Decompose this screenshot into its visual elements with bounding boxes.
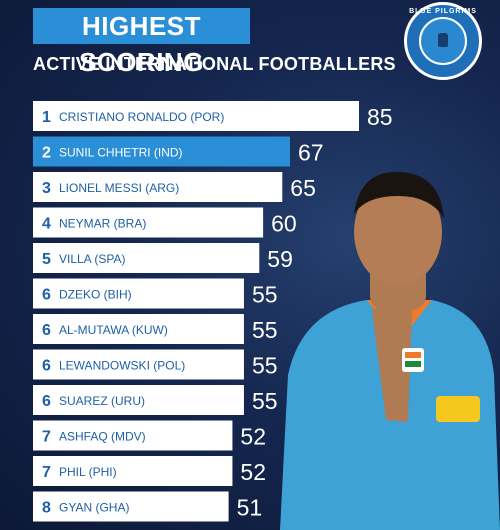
- bar-value-label: 55: [252, 388, 278, 414]
- bar-label: NEYMAR (BRA): [59, 217, 146, 231]
- bar-row: 2 SUNIL CHHETRI (IND) 67: [33, 136, 324, 167]
- bar-rank: 7: [42, 464, 51, 481]
- bar-rank: 6: [42, 287, 51, 304]
- chart-subtitle: ACTIVE INTERNATIONAL FOOTBALLERS: [33, 54, 396, 74]
- bar-rank: 4: [42, 216, 51, 233]
- bar-rank: 6: [42, 322, 51, 339]
- bar: [33, 136, 290, 167]
- bar-row: 7 PHIL (PHI) 52: [33, 456, 266, 486]
- bar-value-label: 55: [252, 282, 278, 308]
- bar-row: 7 ASHFAQ (MDV) 52: [33, 420, 266, 451]
- logo-inner-circle: [419, 17, 467, 65]
- bar: [33, 207, 264, 238]
- bar: [33, 491, 229, 522]
- bar-rank: 8: [42, 500, 51, 517]
- bar-rank: 6: [42, 393, 51, 410]
- bar-row: 3 LIONEL MESSI (ARG) 65: [33, 172, 316, 202]
- bar-value-label: 52: [240, 424, 266, 450]
- bar-row: 6 AL-MUTAWA (KUW) 55: [33, 314, 278, 344]
- bar-row: 1 CRISTIANO RONALDO (POR) 85: [33, 101, 393, 131]
- bar-rank: 6: [42, 358, 51, 375]
- bar-rank: 5: [42, 251, 51, 268]
- player-photo: [280, 171, 500, 530]
- bar-rank: 3: [42, 180, 51, 197]
- blue-pilgrims-logo: BLUE PILGRIMS: [404, 2, 482, 80]
- bar-row: 6 LEWANDOWSKI (POL) 55: [33, 349, 278, 380]
- bar-value-label: 67: [298, 140, 324, 166]
- bar-value-label: 65: [290, 175, 316, 201]
- bar: [33, 385, 244, 415]
- bar-rank: 1: [42, 109, 51, 126]
- bar-value-label: 59: [267, 246, 293, 272]
- chart-title: HIGHEST SCORING: [33, 8, 250, 77]
- bar-value-label: 55: [252, 317, 278, 343]
- bar-rank: 7: [42, 429, 51, 446]
- bar-value-label: 85: [367, 104, 393, 130]
- bar: [33, 101, 359, 131]
- fist-icon: [438, 33, 448, 47]
- bar-label: SUNIL CHHETRI (IND): [59, 146, 183, 160]
- bar-value-label: 60: [271, 211, 297, 237]
- bar-label: DZEKO (BIH): [59, 288, 132, 302]
- bar-row: 4 NEYMAR (BRA) 60: [33, 207, 297, 238]
- bar: [33, 314, 244, 344]
- bar-row: 6 DZEKO (BIH) 55: [33, 278, 278, 309]
- bar-value-label: 52: [240, 459, 266, 485]
- bar-label: AL-MUTAWA (KUW): [59, 323, 168, 337]
- bar-label: ASHFAQ (MDV): [59, 430, 146, 444]
- bar: [33, 349, 244, 380]
- bar-label: LIONEL MESSI (ARG): [59, 181, 179, 195]
- bar-value-label: 55: [252, 353, 278, 379]
- bar-label: LEWANDOWSKI (POL): [59, 359, 185, 373]
- bar-label: SUAREZ (URU): [59, 394, 145, 408]
- bar: [33, 278, 244, 309]
- bar: [33, 172, 283, 202]
- bar-row: 8 GYAN (GHA) 51: [33, 491, 263, 522]
- bar: [33, 420, 233, 451]
- bar-row: 5 VILLA (SPA) 59: [33, 243, 293, 273]
- bar-label: CRISTIANO RONALDO (POR): [59, 110, 224, 124]
- bar-rank: 2: [42, 145, 51, 162]
- bar-label: GYAN (GHA): [59, 501, 129, 515]
- bar-value-label: 51: [237, 495, 263, 521]
- bar: [33, 456, 233, 486]
- bar: [33, 243, 260, 273]
- bar-label: PHIL (PHI): [59, 465, 117, 479]
- bar-row: 6 SUAREZ (URU) 55: [33, 385, 278, 415]
- bar-label: VILLA (SPA): [59, 252, 125, 266]
- logo-ring-text: BLUE PILGRIMS: [409, 8, 477, 15]
